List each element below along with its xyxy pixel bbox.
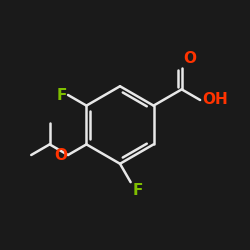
Text: F: F: [132, 184, 143, 198]
Text: OH: OH: [202, 92, 228, 108]
Text: O: O: [54, 148, 67, 162]
Text: F: F: [56, 88, 66, 102]
Text: O: O: [183, 51, 196, 66]
